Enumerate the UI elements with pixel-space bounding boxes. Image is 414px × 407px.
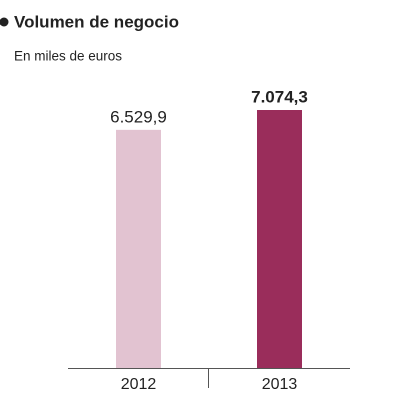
chart-subtitle: En miles de euros [14,49,122,64]
chart-title: Volumen de negocio [14,12,179,31]
bar [257,110,302,368]
value-label: 6.529,9 [110,107,167,126]
bar [116,129,161,368]
title-bullet [0,17,9,27]
x-tick-label: 2013 [262,376,298,393]
x-tick-label: 2012 [121,376,157,393]
value-label: 7.074,3 [251,87,308,106]
